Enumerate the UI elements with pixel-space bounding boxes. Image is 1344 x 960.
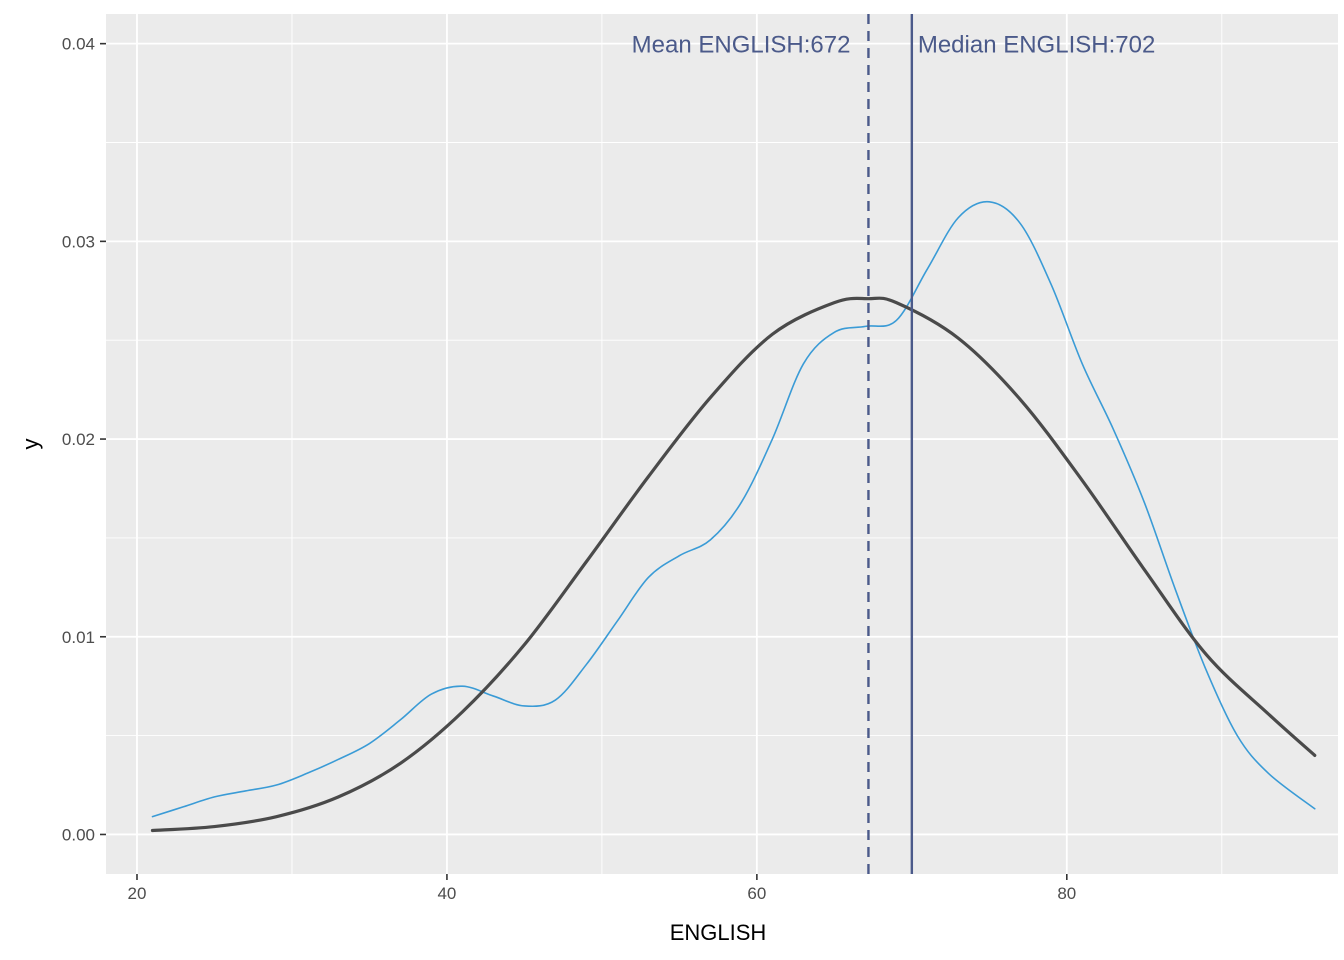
- x-tick-label: 40: [437, 884, 456, 903]
- y-tick-label: 0.04: [62, 35, 95, 54]
- y-tick-label: 0.03: [62, 232, 95, 251]
- x-tick-label: 60: [747, 884, 766, 903]
- x-axis-title: ENGLISH: [670, 920, 767, 945]
- median-label: Median ENGLISH:702: [918, 32, 1155, 59]
- major-gridlines: [106, 14, 1338, 874]
- reference-lines: Mean ENGLISH:672 Median ENGLISH:702: [632, 14, 1155, 874]
- y-tick-label: 0.00: [62, 825, 95, 844]
- y-axis: 0.00 0.01 0.02 0.03 0.04: [62, 35, 106, 844]
- series-layer: [150, 200, 1317, 833]
- mean-label: Mean ENGLISH:672: [632, 32, 851, 59]
- x-tick-label: 80: [1057, 884, 1076, 903]
- x-tick-label: 20: [128, 884, 147, 903]
- density-curve: [151, 200, 1316, 818]
- plot-panel: [106, 14, 1338, 874]
- y-tick-label: 0.02: [62, 430, 95, 449]
- y-axis-title: y: [18, 439, 43, 450]
- y-tick-label: 0.01: [62, 628, 95, 647]
- x-axis: 20 40 60 80: [128, 874, 1076, 903]
- normal-curve: [150, 296, 1317, 833]
